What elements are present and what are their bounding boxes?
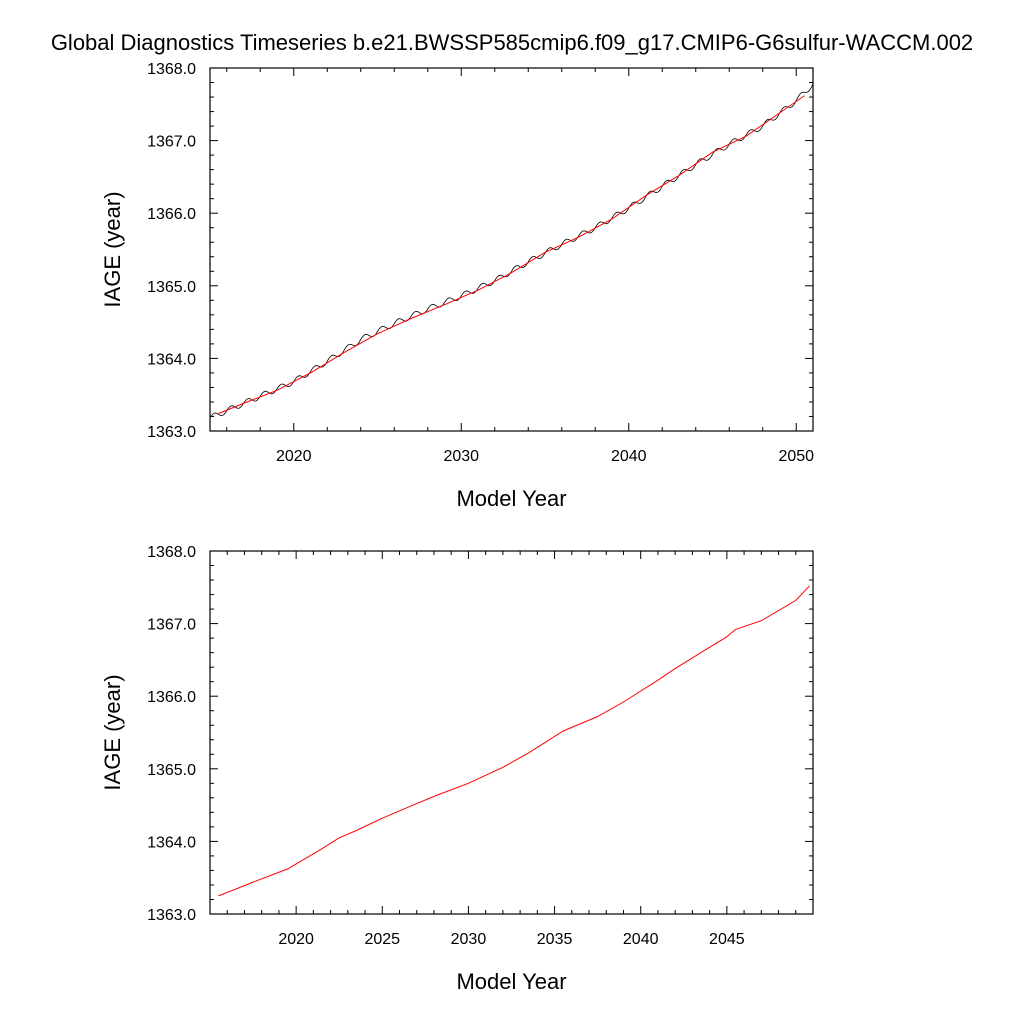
y-tick-label: 1368.0 bbox=[147, 61, 196, 78]
x-axis-label: Model Year bbox=[456, 486, 566, 511]
x-tick-label: 2030 bbox=[451, 931, 487, 948]
y-tick-label: 1366.0 bbox=[147, 206, 196, 223]
y-axis-label: IAGE (year) bbox=[100, 191, 125, 307]
x-axis-label: Model Year bbox=[456, 969, 566, 994]
y-tick-label: 1364.0 bbox=[147, 351, 196, 368]
y-tick-label: 1367.0 bbox=[147, 617, 196, 634]
y-tick-label: 1365.0 bbox=[147, 279, 196, 296]
series-line-0 bbox=[218, 585, 810, 897]
series-line-1 bbox=[218, 95, 805, 415]
y-tick-label: 1368.0 bbox=[147, 544, 196, 561]
x-tick-label: 2045 bbox=[709, 931, 745, 948]
y-tick-label: 1366.0 bbox=[147, 689, 196, 706]
y-axis-label: IAGE (year) bbox=[100, 674, 125, 790]
series-line-0 bbox=[209, 83, 814, 419]
figure-title: Global Diagnostics Timeseries b.e21.BWSS… bbox=[51, 30, 973, 55]
x-tick-label: 2030 bbox=[443, 448, 479, 465]
x-tick-label: 2040 bbox=[623, 931, 659, 948]
x-tick-label: 2040 bbox=[611, 448, 647, 465]
bottom-panel: 2020 2025 2030 2035 2040 2045 1363.0 1364.0 1365… bbox=[100, 544, 814, 994]
x-tick-label: 2050 bbox=[778, 448, 814, 465]
top-panel: 2020 2030 2040 2050 1363.0 1364.0 1365.0 1366.0… bbox=[100, 61, 814, 511]
y-tick-label: 1367.0 bbox=[147, 134, 196, 151]
plot-frame bbox=[209, 67, 814, 432]
x-tick-label: 2020 bbox=[276, 448, 312, 465]
y-tick-label: 1365.0 bbox=[147, 762, 196, 779]
y-tick-label: 1364.0 bbox=[147, 834, 196, 851]
y-tick-label: 1363.0 bbox=[147, 907, 196, 924]
x-tick-label: 2020 bbox=[278, 931, 314, 948]
x-tick-label: 2035 bbox=[537, 931, 573, 948]
y-tick-label: 1363.0 bbox=[147, 424, 196, 441]
plot-frame bbox=[209, 550, 814, 915]
x-tick-label: 2025 bbox=[364, 931, 400, 948]
